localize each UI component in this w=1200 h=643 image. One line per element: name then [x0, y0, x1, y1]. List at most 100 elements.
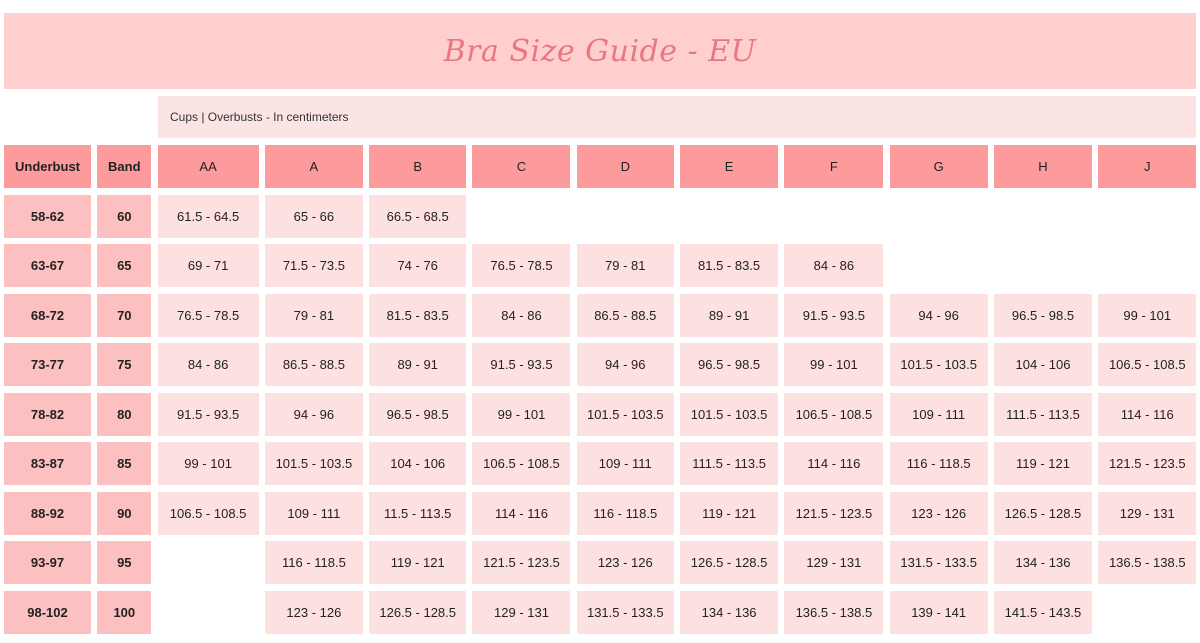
overbust-cell: 109 - 111 — [264, 491, 363, 535]
overbust-cell: 114 - 116 — [472, 491, 571, 535]
column-header-e: E — [680, 145, 779, 188]
empty-cell — [472, 195, 570, 238]
overbust-cell: 116 - 118.5 — [889, 442, 988, 485]
band-cell: 60 — [97, 194, 152, 238]
column-header-band: Band — [97, 145, 152, 188]
underbust-cell: 98-102 — [4, 590, 91, 634]
overbust-cell: 136.5 - 138.5 — [1098, 541, 1197, 584]
page-title-banner: Bra Size Guide - EU — [4, 13, 1196, 89]
overbust-cell: 121.5 - 123.5 — [472, 541, 571, 584]
overbust-cell: 86.5 - 88.5 — [576, 293, 674, 337]
overbust-cell: 66.5 - 68.5 — [369, 194, 467, 238]
overbust-cell: 76.5 - 78.5 — [157, 293, 259, 337]
overbust-cell: 141.5 - 143.5 — [993, 590, 1092, 634]
overbust-cell: 94 - 96 — [889, 293, 988, 337]
underbust-cell: 58-62 — [4, 194, 91, 238]
overbust-cell: 101.5 - 103.5 — [889, 343, 988, 386]
overbust-cell: 101.5 - 103.5 — [680, 392, 779, 436]
overbust-cell: 84 - 86 — [784, 244, 884, 287]
overbust-cell: 86.5 - 88.5 — [264, 343, 363, 386]
empty-cell — [158, 591, 259, 634]
overbust-cell: 136.5 - 138.5 — [784, 590, 884, 634]
overbust-cell: 109 - 111 — [889, 392, 988, 436]
band-cell: 70 — [97, 293, 152, 337]
overbust-cell: 104 - 106 — [993, 343, 1092, 386]
overbust-cell: 123 - 126 — [889, 491, 988, 535]
band-cell: 95 — [97, 541, 152, 584]
overbust-cell: 91.5 - 93.5 — [157, 392, 259, 436]
overbust-cell: 91.5 - 93.5 — [784, 293, 884, 337]
overbust-cell: 131.5 - 133.5 — [889, 541, 988, 584]
column-header-j: J — [1098, 145, 1197, 188]
underbust-cell: 68-72 — [4, 293, 91, 337]
empty-cell — [1098, 244, 1196, 287]
overbust-cell: 123 - 126 — [576, 541, 674, 584]
overbust-cell: 81.5 - 83.5 — [680, 244, 779, 287]
overbust-cell: 81.5 - 83.5 — [369, 293, 467, 337]
overbust-cell: 106.5 - 108.5 — [1098, 343, 1197, 386]
empty-cell — [784, 195, 883, 238]
overbust-cell: 119 - 121 — [680, 491, 779, 535]
overbust-cell: 99 - 101 — [784, 343, 884, 386]
overbust-cell: 94 - 96 — [576, 343, 674, 386]
overbust-cell: 106.5 - 108.5 — [157, 491, 259, 535]
underbust-cell: 93-97 — [4, 541, 91, 584]
underbust-cell: 88-92 — [4, 491, 91, 535]
size-table: Underbust Band AA A B C D E F G H J 58-62 60 61.5 - 64… — [4, 145, 1197, 634]
empty-cell — [890, 244, 988, 287]
underbust-cell: 63-67 — [4, 244, 91, 287]
overbust-cell: 101.5 - 103.5 — [576, 392, 674, 436]
band-cell: 85 — [97, 442, 152, 485]
overbust-cell: 79 - 81 — [264, 293, 363, 337]
overbust-cell: 74 - 76 — [369, 244, 467, 287]
overbust-cell: 84 - 86 — [472, 293, 571, 337]
band-cell: 80 — [97, 392, 152, 436]
overbust-cell: 121.5 - 123.5 — [1098, 442, 1197, 485]
overbust-cell: 109 - 111 — [576, 442, 674, 485]
empty-cell — [1098, 591, 1196, 634]
overbust-cell: 106.5 - 108.5 — [784, 392, 884, 436]
column-header-aa: AA — [157, 145, 259, 188]
empty-cell — [994, 244, 1092, 287]
column-header-d: D — [576, 145, 674, 188]
overbust-cell: 11.5 - 113.5 — [369, 491, 467, 535]
overbust-cell: 126.5 - 128.5 — [993, 491, 1092, 535]
overbust-cell: 129 - 131 — [784, 541, 884, 584]
subtitle-bar: Cups | Overbusts - In centimeters — [158, 96, 1196, 138]
column-header-b: B — [369, 145, 467, 188]
column-header-f: F — [784, 145, 884, 188]
overbust-cell: 123 - 126 — [264, 590, 363, 634]
overbust-cell: 126.5 - 128.5 — [680, 541, 779, 584]
overbust-cell: 96.5 - 98.5 — [369, 392, 467, 436]
overbust-cell: 134 - 136 — [680, 590, 779, 634]
column-header-a: A — [264, 145, 363, 188]
underbust-cell: 78-82 — [4, 392, 91, 436]
overbust-cell: 89 - 91 — [369, 343, 467, 386]
page-title: Bra Size Guide - EU — [443, 33, 757, 69]
overbust-cell: 116 - 118.5 — [576, 491, 674, 535]
band-cell: 75 — [97, 343, 152, 386]
band-cell: 65 — [97, 244, 152, 287]
column-header-underbust: Underbust — [4, 145, 91, 188]
overbust-cell: 99 - 101 — [472, 392, 571, 436]
overbust-cell: 116 - 118.5 — [264, 541, 363, 584]
overbust-cell: 111.5 - 113.5 — [680, 442, 779, 485]
overbust-cell: 76.5 - 78.5 — [472, 244, 571, 287]
overbust-cell: 99 - 101 — [157, 442, 259, 485]
overbust-cell: 69 - 71 — [157, 244, 259, 287]
underbust-cell: 73-77 — [4, 343, 91, 386]
overbust-cell: 65 - 66 — [264, 194, 363, 238]
overbust-cell: 129 - 131 — [1098, 491, 1197, 535]
empty-cell — [680, 195, 778, 238]
empty-cell — [890, 195, 988, 238]
overbust-cell: 71.5 - 73.5 — [264, 244, 363, 287]
overbust-cell: 121.5 - 123.5 — [784, 491, 884, 535]
overbust-cell: 96.5 - 98.5 — [993, 293, 1092, 337]
overbust-cell: 96.5 - 98.5 — [680, 343, 779, 386]
overbust-cell: 119 - 121 — [993, 442, 1092, 485]
overbust-cell: 104 - 106 — [369, 442, 467, 485]
empty-cell — [577, 195, 674, 238]
overbust-cell: 79 - 81 — [576, 244, 674, 287]
overbust-cell: 61.5 - 64.5 — [157, 194, 259, 238]
overbust-cell: 114 - 116 — [1098, 392, 1197, 436]
